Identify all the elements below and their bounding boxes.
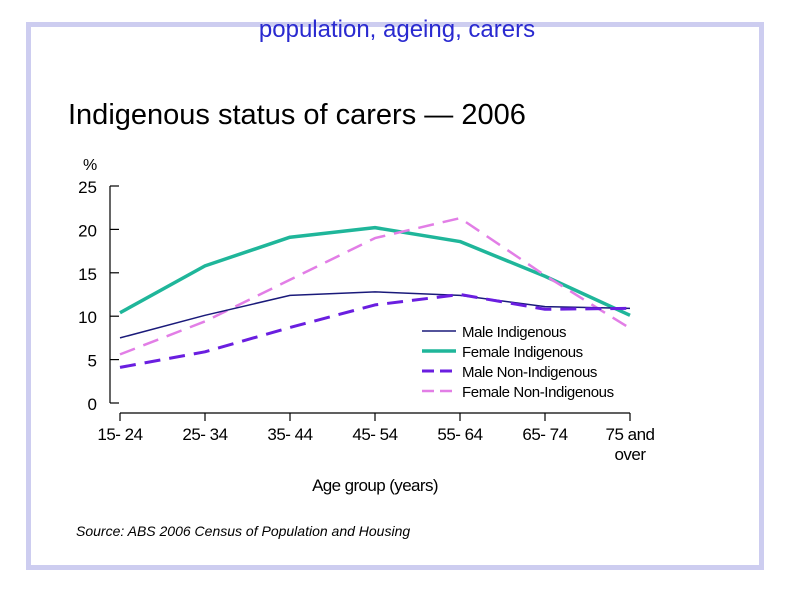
source-note: Source: ABS 2006 Census of Population an… — [76, 523, 411, 539]
legend-label: Male Indigenous — [462, 324, 566, 341]
chart-title: Indigenous status of carers — 2006 — [68, 99, 526, 131]
series-line-male-indigenous — [119, 291, 631, 339]
x-tick-label: 15- 24 — [97, 425, 142, 444]
x-tick-label: 65- 74 — [522, 425, 567, 444]
y-axis-label: % — [83, 157, 97, 174]
series-line-male-non-indigenous — [119, 293, 631, 369]
legend-label: Male Non-Indigenous — [462, 364, 597, 381]
x-tick-label: 45- 54 — [352, 425, 397, 444]
y-tick-label: 5 — [88, 352, 97, 371]
legend-label: Female Non-Indigenous — [462, 384, 614, 401]
x-tick-label: 55- 64 — [437, 425, 482, 444]
y-tick-label: 0 — [88, 395, 97, 414]
x-axis-label: Age group (years) — [312, 476, 438, 495]
x-tick-label: 35- 44 — [267, 425, 312, 444]
slide-header: population, ageing, carers — [258, 16, 536, 43]
y-tick-label: 20 — [78, 221, 97, 240]
y-tick-label: 25 — [78, 178, 97, 197]
y-tick-label: 10 — [78, 308, 97, 327]
series-line-female-indigenous — [119, 225, 631, 317]
y-tick-label: 15 — [78, 265, 97, 284]
legend-label: Female Indigenous — [462, 344, 583, 361]
x-tick-label: 75 and over — [606, 425, 655, 464]
series-line-female-non-indigenous — [119, 216, 631, 356]
x-tick-label: 25- 34 — [182, 425, 227, 444]
